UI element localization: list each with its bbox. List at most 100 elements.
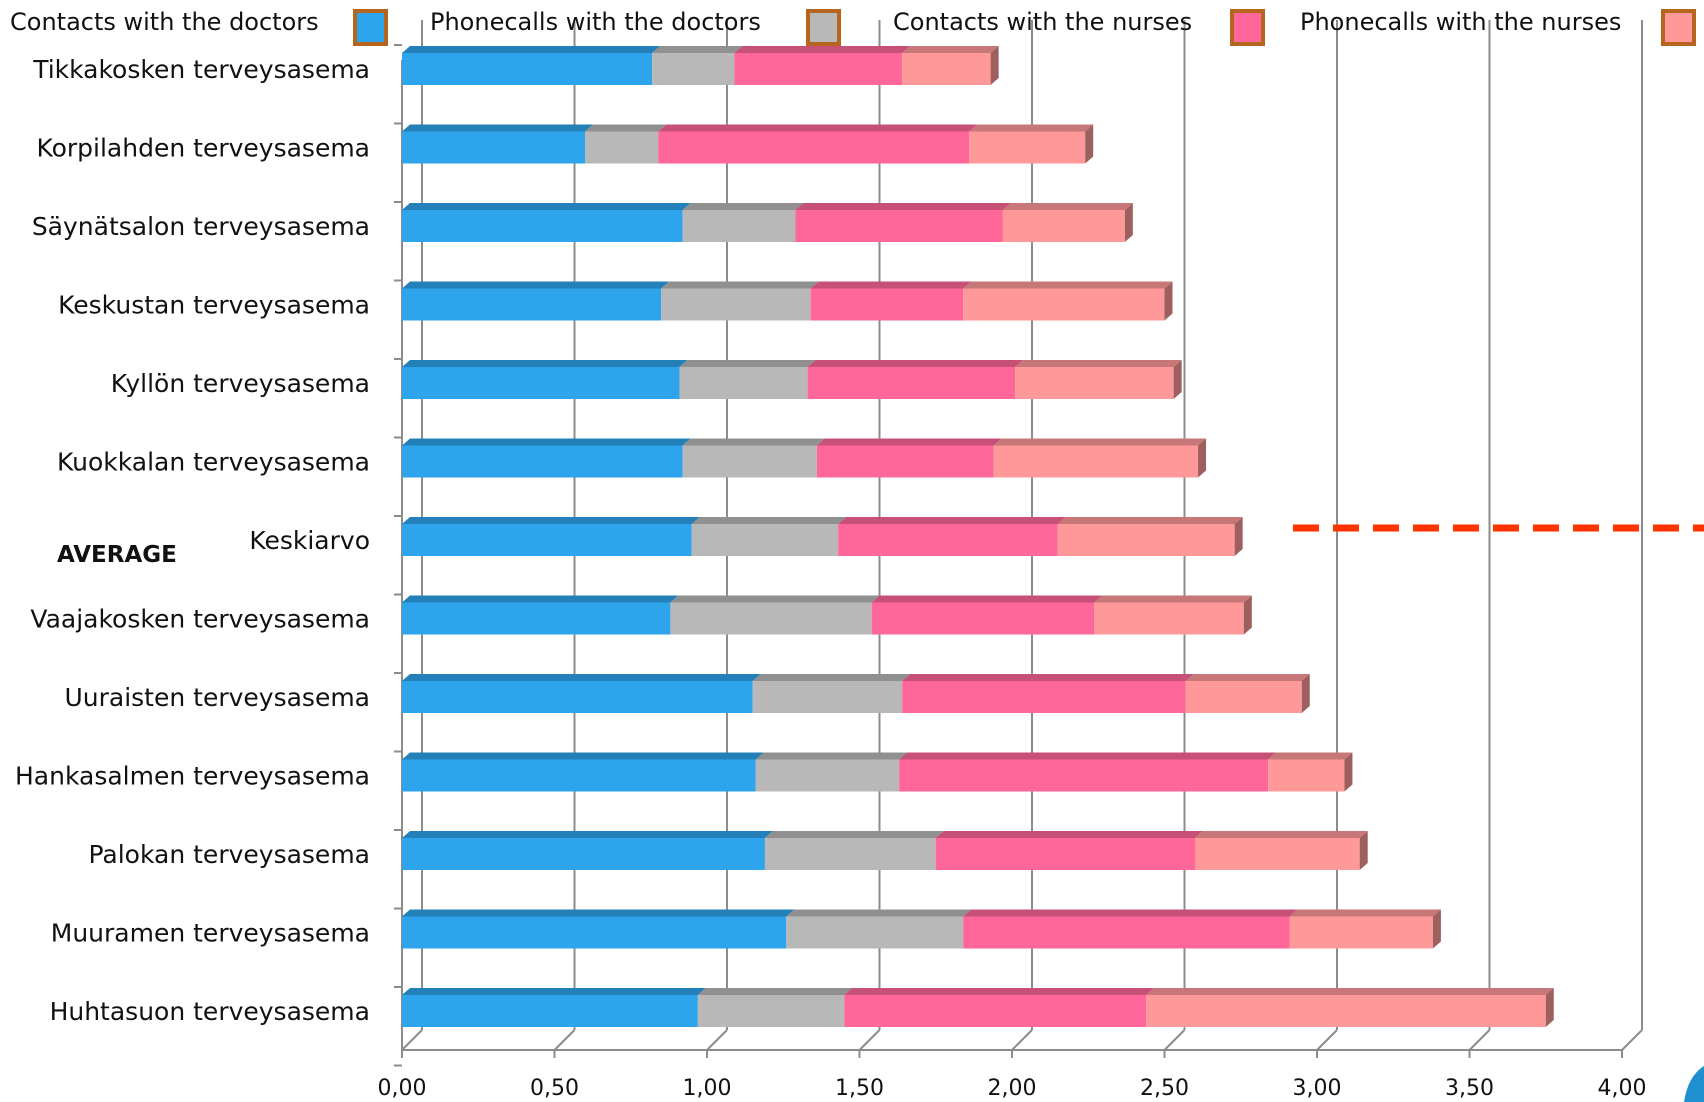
bar-segment-top xyxy=(679,360,816,367)
bar-segment xyxy=(402,602,671,635)
bar-row xyxy=(402,360,1182,399)
bar-segment-top xyxy=(402,674,761,681)
category-label: Keskustan terveysasema xyxy=(58,291,370,320)
legend-item: Contacts with the doctors xyxy=(10,8,388,46)
bar-segment-end xyxy=(1164,281,1173,321)
legend-label: Phonecalls with the nurses xyxy=(1300,8,1621,36)
bar-segment xyxy=(1146,995,1546,1027)
legend-label: Contacts with the doctors xyxy=(10,8,319,36)
bar-segment xyxy=(402,367,680,399)
bar-segment xyxy=(402,53,653,85)
bar-segment-top xyxy=(402,438,691,446)
bar-segment xyxy=(1002,210,1125,242)
bar-segment-top xyxy=(1146,988,1554,995)
legend-item: Contacts with the nurses xyxy=(893,8,1265,46)
bar-segment xyxy=(697,995,845,1027)
category-label: Säynätsalon terveysasema xyxy=(32,212,370,241)
bar-segment-top xyxy=(402,595,679,603)
bar-segment-top xyxy=(963,281,1173,289)
floor-gridline xyxy=(401,1029,423,1051)
bar-segment-top xyxy=(838,517,1066,524)
bars-layer xyxy=(402,46,1554,1027)
bar-segment xyxy=(764,838,936,870)
category-label: Hankasalmen terveysasema xyxy=(15,762,370,791)
category-label: Tikkakosken terveysasema xyxy=(32,55,370,84)
bar-row xyxy=(402,517,1243,556)
x-tick-label: 2,00 xyxy=(988,1076,1037,1101)
tick-labels-layer: 0,00 0,50 1,00 1,50 2,00 2,50 3,00 3,50 4,00 xyxy=(378,1076,1647,1101)
x-tick-label: 0,50 xyxy=(530,1076,579,1101)
bar-segment-top xyxy=(816,438,1002,446)
x-tick-label: 0,00 xyxy=(378,1076,427,1101)
floor-gridline xyxy=(1468,1029,1491,1051)
bar-segment-top xyxy=(871,595,1103,603)
bar-row xyxy=(402,909,1441,949)
bar-segment-top xyxy=(670,595,880,603)
bar-segment xyxy=(899,759,1269,792)
bar-segment-top xyxy=(585,124,667,132)
bar-segment-top xyxy=(402,46,661,53)
x-tick-label: 2,50 xyxy=(1140,1076,1189,1101)
legend-swatch xyxy=(1230,9,1265,46)
bar-segment xyxy=(993,445,1199,478)
bar-segment-end xyxy=(1124,203,1133,242)
bar-segment xyxy=(838,524,1058,556)
bar-segment-top xyxy=(795,203,1011,210)
category-label: Vaajakosken terveysasema xyxy=(30,605,370,634)
bar-segment xyxy=(969,131,1086,164)
bar-segment xyxy=(691,524,839,556)
bar-segment xyxy=(810,288,964,321)
bar-segment-top xyxy=(807,360,1024,367)
bar-segment-end xyxy=(990,46,999,85)
bar-segment xyxy=(1289,916,1433,949)
bar-segment xyxy=(402,210,683,242)
bar-segment xyxy=(1057,524,1235,556)
legend-label: Contacts with the nurses xyxy=(893,8,1192,36)
floor-gridline xyxy=(553,1029,576,1051)
bar-segment-top xyxy=(902,46,999,53)
bar-row xyxy=(402,124,1094,164)
bar-segment-top xyxy=(755,752,908,760)
bar-segment xyxy=(1268,759,1345,792)
bar-segment-end xyxy=(1432,909,1441,949)
bar-segment-top xyxy=(402,909,795,917)
bar-row xyxy=(402,752,1353,792)
floor-gridline xyxy=(1011,1029,1033,1051)
bar-segment xyxy=(402,759,756,792)
bar-segment-end xyxy=(1234,517,1243,556)
bar-segment-top xyxy=(969,124,1094,132)
category-label: Muuramen terveysasema xyxy=(51,919,370,948)
legend-swatch xyxy=(806,9,841,46)
bar-segment-end xyxy=(1545,988,1554,1027)
bar-segment xyxy=(871,602,1095,635)
bar-segment xyxy=(902,681,1186,713)
bar-segment xyxy=(1015,367,1174,399)
bar-segment-end xyxy=(1301,674,1310,713)
bar-segment-top xyxy=(1015,360,1182,367)
category-label: Kyllön terveysasema xyxy=(111,369,370,398)
bar-segment xyxy=(1195,838,1360,870)
bar-row xyxy=(402,281,1173,321)
bar-segment xyxy=(844,995,1147,1027)
annotations-layer: AVERAGE xyxy=(57,524,1704,1102)
bar-segment-top xyxy=(682,203,804,210)
bar-segment-top xyxy=(764,831,944,838)
bar-segment-top xyxy=(786,909,972,917)
bar-row xyxy=(402,595,1252,635)
bar-segment xyxy=(786,916,964,949)
logo-fragment-icon xyxy=(1684,1066,1704,1102)
bar-segment-top xyxy=(402,988,706,995)
bar-segment-top xyxy=(752,674,911,681)
bar-segment-top xyxy=(402,124,593,132)
bar-row xyxy=(402,988,1554,1027)
bar-segment xyxy=(402,524,692,556)
bar-segment xyxy=(1094,602,1244,635)
bar-segment-top xyxy=(1289,909,1441,917)
category-labels-layer: Tikkakosken terveysasema Korpilahden terv… xyxy=(15,55,370,1026)
bar-segment-top xyxy=(691,517,847,524)
bar-segment xyxy=(402,131,585,164)
bar-segment xyxy=(1185,681,1302,713)
bar-segment xyxy=(795,210,1003,242)
bar-segment-end xyxy=(1359,831,1368,870)
